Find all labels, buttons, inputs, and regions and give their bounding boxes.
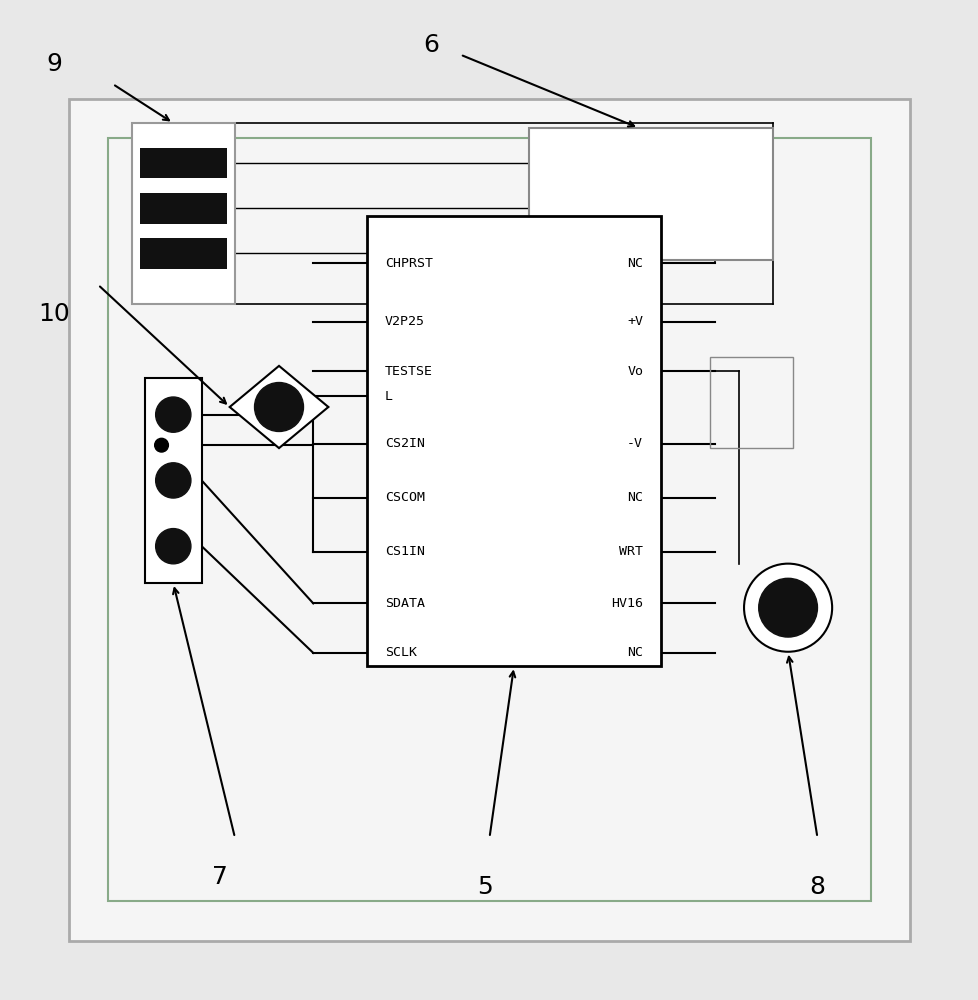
Circle shape <box>156 397 191 432</box>
Bar <box>709 357 792 448</box>
Bar <box>140 148 227 178</box>
Text: L: L <box>384 390 392 403</box>
Text: 10: 10 <box>38 302 69 326</box>
Circle shape <box>156 463 191 498</box>
Text: +V: +V <box>627 315 643 328</box>
Text: -V: -V <box>627 437 643 450</box>
Circle shape <box>743 564 831 652</box>
Text: 8: 8 <box>809 875 824 899</box>
Bar <box>132 123 235 304</box>
Bar <box>68 99 910 941</box>
Text: SCLK: SCLK <box>384 646 417 659</box>
Text: CS2IN: CS2IN <box>384 437 424 450</box>
Circle shape <box>156 529 191 564</box>
Text: NC: NC <box>627 646 643 659</box>
Text: 6: 6 <box>422 33 438 57</box>
Circle shape <box>758 578 817 637</box>
Text: CS1IN: CS1IN <box>384 545 424 558</box>
Bar <box>140 193 227 224</box>
Text: Vo: Vo <box>627 365 643 378</box>
Bar <box>140 238 227 269</box>
Polygon shape <box>230 366 328 448</box>
Text: SDATA: SDATA <box>384 597 424 610</box>
Text: V2P25: V2P25 <box>384 315 424 328</box>
Text: 5: 5 <box>476 875 492 899</box>
Text: NC: NC <box>627 491 643 504</box>
Text: CHPRST: CHPRST <box>384 257 432 270</box>
Text: WRT: WRT <box>618 545 643 558</box>
Text: CSCOM: CSCOM <box>384 491 424 504</box>
Bar <box>367 216 660 666</box>
Bar <box>108 138 870 901</box>
Text: NC: NC <box>627 257 643 270</box>
Text: 9: 9 <box>46 52 62 76</box>
Bar <box>528 128 773 260</box>
Text: HV16: HV16 <box>610 597 643 610</box>
Text: 7: 7 <box>212 865 228 889</box>
Text: TESTSE: TESTSE <box>384 365 432 378</box>
Circle shape <box>155 438 168 452</box>
Circle shape <box>254 383 303 431</box>
Bar <box>145 378 201 583</box>
